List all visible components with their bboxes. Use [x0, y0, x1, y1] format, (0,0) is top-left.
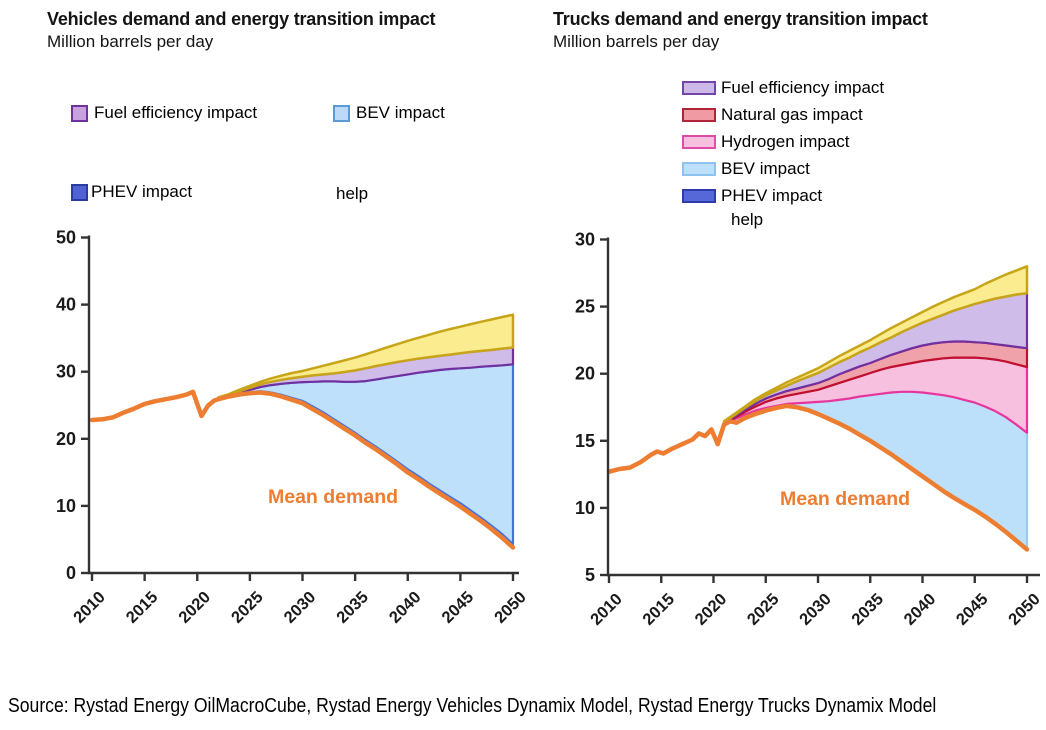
legend-item-natural-gas[interactable]: Natural gas impact	[682, 105, 863, 125]
band-bev-impact	[722, 390, 1029, 551]
x-tick-label: 2030	[796, 590, 835, 629]
x-tick-label: 2010	[70, 588, 109, 627]
trucks-chart-title: Trucks demand and energy transition impa…	[553, 9, 928, 29]
y-tick-label: 25	[575, 297, 595, 317]
legend-item-label: Natural gas impact	[721, 105, 863, 124]
phev-swatch-icon	[682, 189, 716, 203]
legend-item-phev[interactable]: PHEV impact	[71, 182, 192, 202]
vehicles-chart-subtitle: Million barrels per day	[47, 32, 214, 51]
x-tick-label: 2035	[848, 590, 887, 629]
y-tick-label: 0	[66, 563, 76, 583]
mean-demand-label: Mean demand	[780, 488, 910, 510]
hydrogen-swatch-icon	[682, 135, 716, 149]
y-tick-label: 40	[56, 295, 76, 315]
natural-gas-swatch-icon	[682, 108, 716, 122]
legend-item-label: Hydrogen impact	[721, 132, 850, 151]
legend-item-phev[interactable]: PHEV impact	[682, 186, 822, 206]
legend-item-label: PHEV impact	[721, 186, 823, 205]
y-tick-label: 10	[56, 496, 76, 516]
legend-item-label: Fuel efficiency impact	[721, 78, 885, 97]
trucks-chart-subtitle: Million barrels per day	[553, 32, 720, 51]
x-tick-label: 2020	[692, 590, 731, 629]
bev-swatch-icon	[682, 162, 716, 176]
x-tick-label: 2015	[639, 590, 678, 629]
legend-item-fuel-efficiency[interactable]: Fuel efficiency impact	[682, 78, 884, 98]
fuel-efficiency-swatch-icon	[71, 104, 88, 122]
x-tick-label: 2040	[901, 590, 940, 629]
legend-item-label: BEV impact	[356, 103, 445, 122]
legend-item-label: PHEV impact	[91, 182, 193, 201]
y-tick-label: 10	[575, 498, 595, 518]
x-tick-label: 2015	[123, 588, 162, 627]
legend-item-label: Fuel efficiency impact	[94, 103, 258, 122]
vehicles-help-link[interactable]: help	[336, 184, 369, 203]
phev-swatch-icon	[71, 183, 88, 201]
band-unlabeled-yellow-band	[722, 265, 1029, 424]
legend-item-bev[interactable]: BEV impact	[333, 103, 445, 123]
fuel-efficiency-swatch-icon	[682, 81, 716, 95]
x-tick-label: 2040	[386, 588, 425, 627]
y-tick-label: 30	[56, 362, 76, 382]
y-tick-label: 15	[575, 431, 595, 451]
mean-demand-line	[606, 403, 1030, 552]
y-tick-label: 20	[56, 429, 76, 449]
bev-swatch-icon	[333, 104, 350, 122]
source-text: Source: Rystad Energy OilMacroCube, Ryst…	[8, 695, 937, 717]
band-unlabeled-yellow-band	[217, 313, 515, 400]
y-tick-label: 5	[585, 565, 595, 585]
y-tick-label: 50	[56, 228, 76, 248]
y-tick-label: 20	[575, 364, 595, 384]
legend-item-fuel-efficiency[interactable]: Fuel efficiency impact	[71, 103, 257, 123]
legend-item-label: BEV impact	[721, 159, 810, 178]
x-tick-label: 2045	[953, 590, 992, 629]
x-tick-label: 2020	[175, 588, 214, 627]
x-tick-label: 2045	[439, 588, 478, 627]
mean-demand-label: Mean demand	[268, 486, 398, 508]
x-tick-label: 2050	[1005, 590, 1044, 629]
vehicles-chart-title: Vehicles demand and energy transition im…	[47, 9, 436, 29]
legend-item-bev[interactable]: BEV impact	[682, 159, 810, 179]
mean-demand-line	[89, 389, 516, 550]
x-tick-label: 2025	[228, 588, 267, 627]
legend-item-hydrogen[interactable]: Hydrogen impact	[682, 132, 850, 152]
x-tick-label: 2035	[333, 588, 372, 627]
y-tick-label: 30	[575, 230, 595, 250]
x-tick-label: 2030	[281, 588, 320, 627]
x-tick-label: 2010	[587, 590, 626, 629]
x-tick-label: 2025	[744, 590, 783, 629]
trucks-help-link[interactable]: help	[731, 210, 764, 229]
x-tick-label: 2050	[491, 588, 530, 627]
